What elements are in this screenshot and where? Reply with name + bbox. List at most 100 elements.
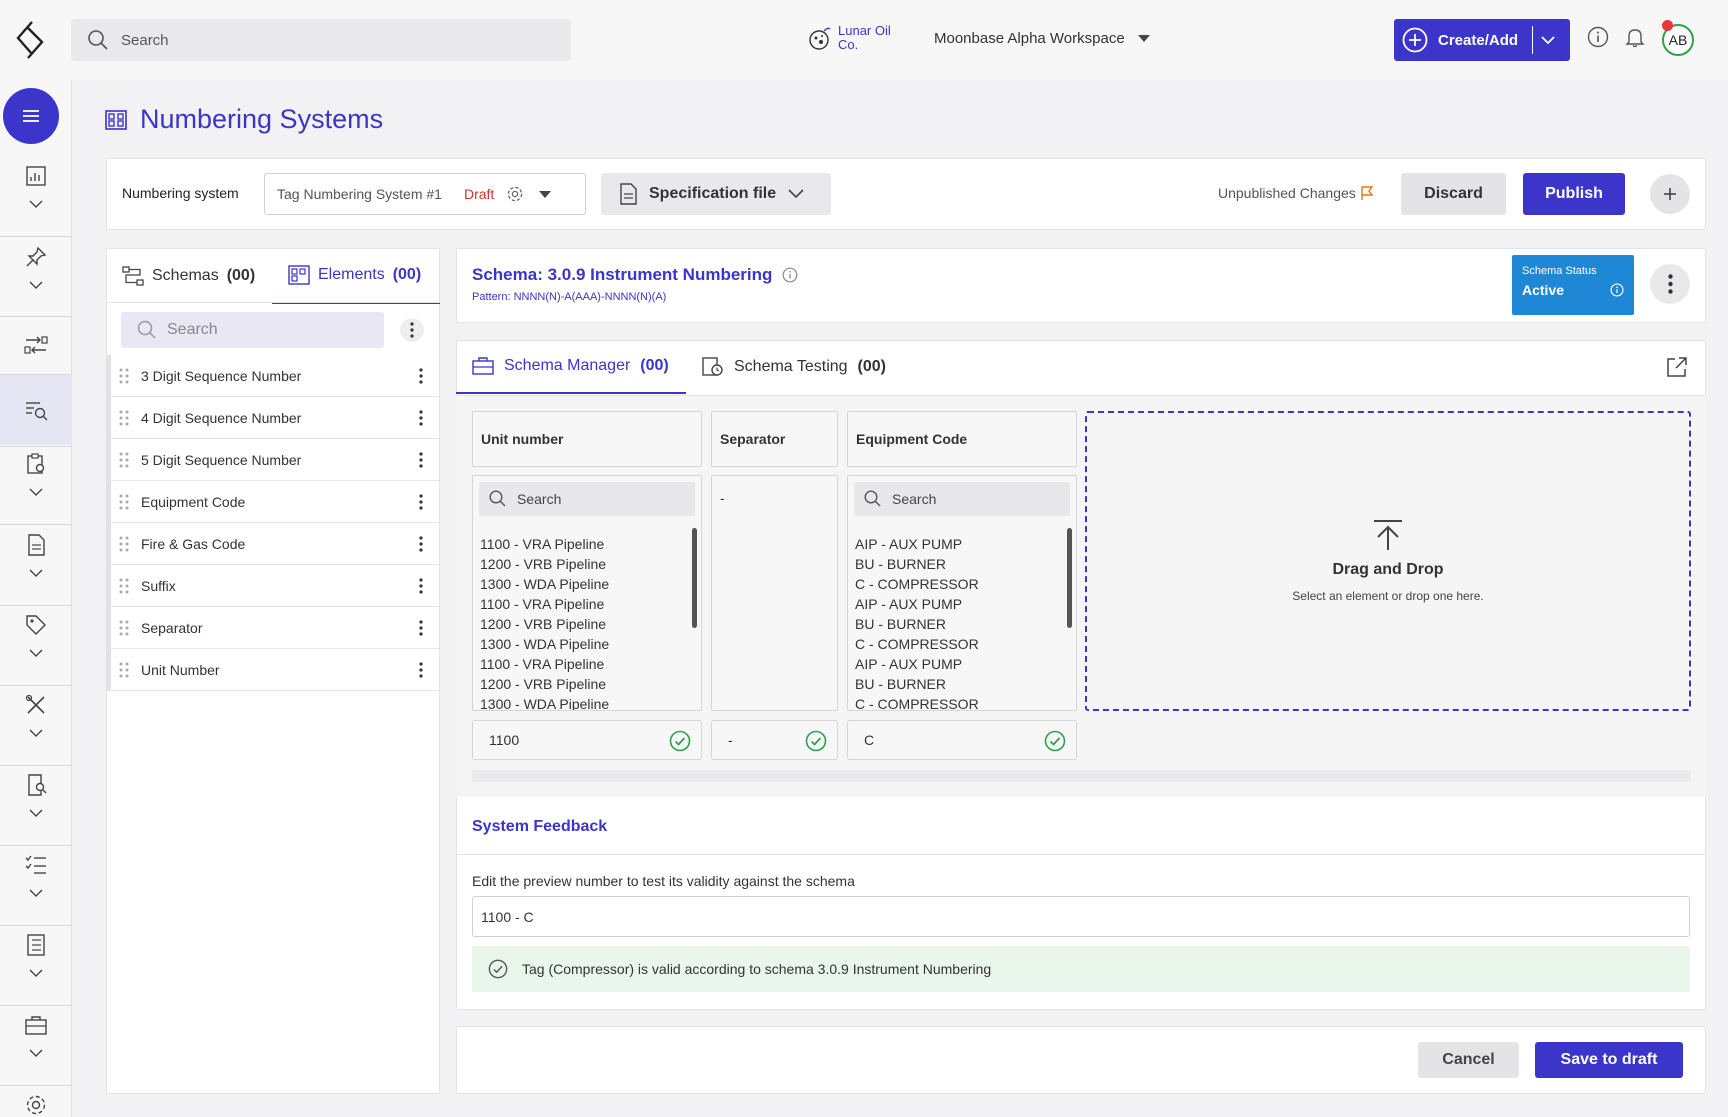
drag-handle-icon[interactable] [119, 368, 129, 384]
drag-handle-icon[interactable] [119, 536, 129, 552]
drag-and-drop-zone[interactable]: Drag and Drop Select an element or drop … [1085, 411, 1691, 711]
list-item[interactable]: AIP - AUX PUMP [855, 596, 963, 612]
list-item[interactable]: 1300 - WDA Pipeline [480, 696, 610, 711]
separator-value[interactable]: - [711, 720, 838, 760]
preview-number-input[interactable]: 1100 - C [472, 896, 1690, 937]
list-item-label: Equipment Code [141, 493, 246, 510]
list-item[interactable]: Fire & Gas Code [107, 523, 439, 565]
separator-options[interactable]: - [711, 475, 838, 711]
list-item[interactable]: AIP - AUX PUMP [855, 656, 963, 672]
list-item[interactable]: BU - BURNER [855, 616, 947, 632]
numbering-system-select[interactable]: Tag Numbering System #1 Draft [264, 173, 586, 215]
list-item[interactable]: 1100 - VRA Pipeline [480, 656, 605, 672]
scrollbar-thumb[interactable] [1067, 528, 1072, 628]
rail-item-tags[interactable] [0, 613, 72, 673]
add-button[interactable] [1650, 174, 1690, 214]
kebab-icon[interactable] [419, 493, 423, 510]
unit-number-options[interactable]: Search 1100 - VRA Pipeline 1200 - VRB Pi… [472, 475, 702, 711]
kebab-icon[interactable] [419, 661, 423, 678]
drag-handle-icon[interactable] [119, 410, 129, 426]
cancel-button[interactable]: Cancel [1418, 1042, 1519, 1078]
list-item[interactable]: 1300 - WDA Pipeline [480, 636, 610, 652]
equipment-code-options[interactable]: Search AIP - AUX PUMP BU - BURNER C - CO… [847, 475, 1077, 711]
rail-item-workflows[interactable] [0, 326, 72, 366]
rail-item-numbering[interactable] [0, 375, 72, 445]
tab-elements[interactable]: Elements (00) [272, 248, 440, 304]
gear-icon[interactable] [506, 185, 524, 203]
info-icon[interactable] [782, 267, 798, 283]
discard-button[interactable]: Discard [1401, 173, 1506, 215]
rail-item-reviews[interactable] [0, 773, 72, 833]
rail-item-checklists[interactable] [0, 853, 72, 913]
external-link-icon[interactable] [1666, 356, 1688, 378]
chevron-down-icon[interactable] [1541, 35, 1555, 45]
list-item[interactable]: 1100 - VRA Pipeline [480, 596, 605, 612]
rail-divider [0, 845, 72, 846]
app-logo-icon[interactable] [14, 20, 48, 60]
rail-item-documents[interactable] [0, 533, 72, 593]
rail-item-settings[interactable] [0, 1093, 72, 1117]
schema-status-badge[interactable]: Schema Status Active [1512, 255, 1634, 315]
drag-handle-icon[interactable] [119, 578, 129, 594]
list-item[interactable]: Unit Number [107, 649, 439, 691]
publish-button[interactable]: Publish [1523, 173, 1625, 215]
list-item[interactable]: 5 Digit Sequence Number [107, 439, 439, 481]
info-icon[interactable] [1587, 26, 1609, 48]
list-item[interactable]: 1200 - VRB Pipeline [480, 556, 607, 572]
list-item[interactable]: 1300 - WDA Pipeline [480, 576, 610, 592]
pin-icon [26, 246, 47, 267]
list-item[interactable]: BU - BURNER [855, 676, 947, 692]
save-to-draft-button[interactable]: Save to draft [1535, 1042, 1683, 1078]
elements-more-button[interactable] [400, 318, 424, 342]
kebab-icon[interactable] [419, 451, 423, 468]
list-item[interactable]: C - COMPRESSOR [855, 696, 979, 711]
kebab-icon[interactable] [419, 577, 423, 594]
rail-item-toolbox[interactable] [0, 1013, 72, 1073]
bell-icon[interactable] [1624, 26, 1646, 48]
scrollbar-thumb[interactable] [692, 528, 697, 628]
list-item[interactable]: BU - BURNER [855, 556, 947, 572]
drag-handle-icon[interactable] [119, 620, 129, 636]
drag-handle-icon[interactable] [119, 452, 129, 468]
workspace-selector[interactable]: Moonbase Alpha Workspace [934, 30, 1151, 47]
specification-file-button[interactable]: Specification file [601, 173, 831, 215]
kebab-icon[interactable] [419, 409, 423, 426]
list-item[interactable]: 1200 - VRB Pipeline [480, 616, 607, 632]
unit-number-value[interactable]: 1100 [472, 720, 702, 760]
menu-button[interactable] [3, 88, 59, 144]
list-item[interactable]: Suffix [107, 565, 439, 607]
list-item[interactable]: C - COMPRESSOR [855, 576, 979, 592]
elements-search-input[interactable]: Search [121, 312, 384, 348]
equipment-code-search[interactable]: Search [854, 482, 1070, 516]
global-search-input[interactable]: Search [71, 19, 571, 61]
drag-handle-icon[interactable] [119, 494, 129, 510]
info-icon[interactable] [1610, 283, 1624, 297]
rail-item-tasks[interactable] [0, 452, 72, 512]
rail-item-tools[interactable] [0, 693, 72, 753]
rail-item-pins[interactable] [0, 245, 72, 305]
tab-schemas[interactable]: Schemas (00) [106, 248, 272, 304]
list-item[interactable]: AIP - AUX PUMP [855, 536, 963, 552]
create-add-button[interactable]: Create/Add [1394, 19, 1570, 61]
list-item[interactable]: 3 Digit Sequence Number [107, 355, 439, 397]
list-item[interactable]: Equipment Code [107, 481, 439, 523]
kebab-icon[interactable] [419, 535, 423, 552]
list-item[interactable]: 4 Digit Sequence Number [107, 397, 439, 439]
tab-schema-manager[interactable]: Schema Manager (00) [456, 340, 686, 394]
company-brand: Lunar Oil Co. [808, 24, 891, 52]
rail-item-dashboard[interactable] [0, 164, 72, 224]
rail-item-logbook[interactable] [0, 933, 72, 993]
kebab-icon[interactable] [419, 367, 423, 384]
list-item[interactable]: C - COMPRESSOR [855, 636, 979, 652]
list-item[interactable]: Separator [107, 607, 439, 649]
list-item[interactable]: - [720, 490, 725, 506]
horizontal-scrollbar[interactable] [472, 770, 1691, 782]
schema-more-button[interactable] [1650, 264, 1690, 304]
list-item[interactable]: 1100 - VRA Pipeline [480, 536, 605, 552]
tab-schema-testing[interactable]: Schema Testing (00) [686, 340, 906, 394]
unit-number-search[interactable]: Search [479, 482, 695, 516]
list-item[interactable]: 1200 - VRB Pipeline [480, 676, 607, 692]
kebab-icon[interactable] [419, 619, 423, 636]
equipment-code-value[interactable]: C [847, 720, 1077, 760]
drag-handle-icon[interactable] [119, 662, 129, 678]
